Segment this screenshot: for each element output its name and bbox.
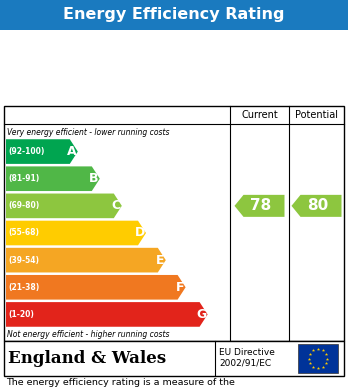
Text: D: D <box>135 226 145 240</box>
Text: (55-68): (55-68) <box>8 228 39 237</box>
Text: The energy efficiency rating is a measure of the
overall efficiency of a home. T: The energy efficiency rating is a measur… <box>6 378 245 391</box>
Text: Current: Current <box>241 110 278 120</box>
Text: G: G <box>196 308 207 321</box>
Text: (21-38): (21-38) <box>8 283 39 292</box>
Text: B: B <box>89 172 99 185</box>
Text: F: F <box>176 281 184 294</box>
Polygon shape <box>6 248 166 273</box>
Text: (69-80): (69-80) <box>8 201 39 210</box>
Polygon shape <box>292 195 341 217</box>
Polygon shape <box>6 139 78 164</box>
Polygon shape <box>6 221 146 245</box>
Text: (92-100): (92-100) <box>8 147 45 156</box>
Text: EU Directive
2002/91/EC: EU Directive 2002/91/EC <box>219 348 275 367</box>
Bar <box>4 106 344 341</box>
Bar <box>298 344 338 373</box>
Bar <box>4 341 344 376</box>
Text: Not energy efficient - higher running costs: Not energy efficient - higher running co… <box>7 330 169 339</box>
Polygon shape <box>6 302 208 327</box>
Polygon shape <box>235 195 285 217</box>
Text: C: C <box>112 199 121 212</box>
Text: Energy Efficiency Rating: Energy Efficiency Rating <box>63 7 285 23</box>
Text: (1-20): (1-20) <box>8 310 34 319</box>
Text: Potential: Potential <box>295 110 338 120</box>
Polygon shape <box>6 167 100 191</box>
Polygon shape <box>6 275 185 300</box>
Bar <box>0 0 348 30</box>
Text: (81-91): (81-91) <box>8 174 39 183</box>
Text: England & Wales: England & Wales <box>8 350 166 367</box>
Text: E: E <box>156 254 165 267</box>
Text: A: A <box>67 145 77 158</box>
Text: Very energy efficient - lower running costs: Very energy efficient - lower running co… <box>7 128 169 137</box>
Text: 80: 80 <box>307 198 328 213</box>
Text: 78: 78 <box>250 198 271 213</box>
Polygon shape <box>6 194 122 218</box>
Text: (39-54): (39-54) <box>8 256 39 265</box>
